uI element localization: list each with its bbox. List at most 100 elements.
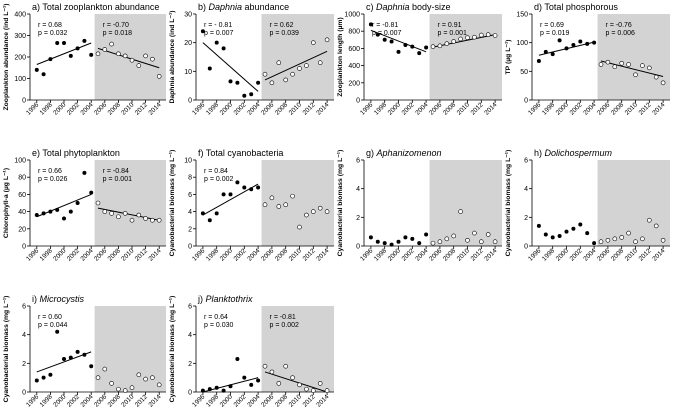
- trend-r-label: r = 0.69: [540, 22, 564, 29]
- trend-p-label: p = 0.002: [204, 176, 233, 183]
- panel-title: e) Total phytoplankton: [32, 148, 120, 158]
- data-point-filled: [89, 364, 94, 369]
- data-point-open: [605, 237, 611, 243]
- y-tick-label: 400: [14, 12, 26, 19]
- data-point-open: [472, 34, 477, 40]
- data-point-filled: [592, 40, 597, 45]
- data-point-filled: [564, 229, 569, 234]
- x-tick-label: 1998: [541, 247, 556, 262]
- y-axis-label: Cyanobacterial biomass (mg L⁻¹): [3, 296, 10, 403]
- panel-title: a) Total zooplankton abundance: [32, 2, 159, 12]
- data-point-open: [136, 63, 142, 68]
- panel-c: 0200400600800100019961998200020022004200…: [337, 2, 502, 117]
- data-point-filled: [235, 357, 240, 362]
- x-tick-label: 2000: [387, 247, 402, 262]
- data-point-open: [444, 41, 450, 46]
- data-point-filled: [578, 39, 583, 44]
- data-point-filled: [368, 22, 373, 27]
- y-tick-label: 6: [22, 304, 26, 311]
- data-point-filled: [214, 40, 219, 45]
- data-point-filled: [396, 239, 401, 244]
- data-point-filled: [410, 236, 415, 241]
- x-tick-label: 1998: [39, 101, 54, 116]
- x-tick-label: 1996: [25, 393, 40, 408]
- data-point-filled: [242, 185, 247, 190]
- x-tick-label: 2002: [233, 247, 248, 262]
- data-point-filled: [41, 375, 46, 380]
- panel-title: h) Dolichospermum: [534, 148, 613, 158]
- x-tick-label: 2004: [246, 393, 261, 408]
- panel-title-part: b): [198, 2, 209, 12]
- panel-title-part: h): [534, 148, 545, 158]
- trend-r-label: r = 0.62: [270, 22, 294, 29]
- y-tick-label: 800: [348, 29, 360, 36]
- data-point-filled: [256, 80, 261, 85]
- x-tick-label: 2002: [233, 393, 248, 408]
- data-point-filled: [228, 79, 233, 84]
- data-point-open: [156, 382, 162, 388]
- data-point-open: [619, 235, 625, 240]
- x-tick-label: 1996: [25, 101, 40, 116]
- x-tick-label: 2006: [260, 393, 275, 408]
- y-tick-label: 6: [356, 158, 360, 165]
- data-point-filled: [55, 41, 60, 46]
- x-tick-label: 1998: [205, 393, 220, 408]
- data-point-open: [283, 77, 289, 83]
- trend-line: [97, 207, 160, 221]
- x-tick-label: 1996: [191, 393, 206, 408]
- data-point-open: [102, 47, 108, 52]
- data-point-open: [492, 239, 498, 244]
- data-point-open: [317, 381, 323, 386]
- x-tick-label: 2000: [52, 101, 67, 116]
- y-tick-label: 4: [524, 186, 528, 193]
- x-tick-label: 1996: [527, 101, 542, 116]
- x-tick-label: 2014: [147, 247, 162, 262]
- data-point-open: [262, 202, 268, 208]
- data-point-filled: [536, 59, 541, 64]
- y-tick-label: 200: [348, 80, 360, 87]
- data-point-filled: [75, 201, 80, 206]
- data-point-open: [310, 40, 316, 45]
- data-point-open: [102, 366, 108, 372]
- x-tick-label: 1996: [25, 247, 40, 262]
- data-point-filled: [389, 39, 394, 44]
- data-point-filled: [389, 242, 394, 247]
- x-tick-label: 2010: [456, 247, 471, 262]
- x-tick-label: 2014: [315, 101, 330, 116]
- trend-p-label: p = 0.030: [204, 322, 233, 329]
- x-tick-label: 2010: [288, 101, 303, 116]
- panel-i: 0 2 4 6 199619982000200220042006200820102012…: [3, 294, 166, 409]
- data-point-filled: [68, 355, 73, 360]
- data-point-open: [262, 363, 268, 369]
- x-tick-label: 2006: [428, 247, 443, 262]
- data-point-filled: [256, 185, 261, 190]
- data-point-filled: [249, 92, 254, 97]
- data-point-open: [430, 44, 436, 49]
- data-point-open: [598, 239, 604, 244]
- trend-p-label: p = 0.006: [606, 30, 635, 37]
- x-tick-label: 2000: [387, 101, 402, 116]
- y-axis-label: Zooplankton abundance (ind L⁻¹): [3, 3, 10, 110]
- trend-line: [600, 60, 664, 77]
- panel-title: d) Total phosphorous: [534, 2, 618, 12]
- trend-r-label: r = -0.81: [372, 22, 398, 29]
- x-tick-label: 2014: [147, 393, 162, 408]
- y-tick-label: 2: [188, 226, 192, 233]
- data-point-open: [646, 217, 652, 223]
- panel-title-part: Daphnia: [376, 2, 410, 12]
- x-tick-label: 2010: [456, 101, 471, 116]
- panel-title-part: Daphnia: [209, 2, 243, 12]
- data-point-filled: [235, 80, 240, 85]
- trend-p-label: p = 0.019: [540, 30, 569, 37]
- data-point-open: [444, 236, 450, 242]
- data-point-open: [156, 74, 162, 79]
- x-tick-label: 1998: [541, 101, 556, 116]
- data-point-open: [143, 53, 148, 59]
- trend-p-label: p = 0.007: [204, 30, 233, 37]
- y-tick-label: 2: [524, 215, 528, 222]
- data-point-open: [143, 216, 148, 221]
- x-tick-label: 2006: [428, 101, 443, 116]
- x-tick-label: 2004: [246, 101, 261, 116]
- data-point-open: [451, 39, 457, 44]
- trend-r-label: r = 0.60: [38, 314, 62, 321]
